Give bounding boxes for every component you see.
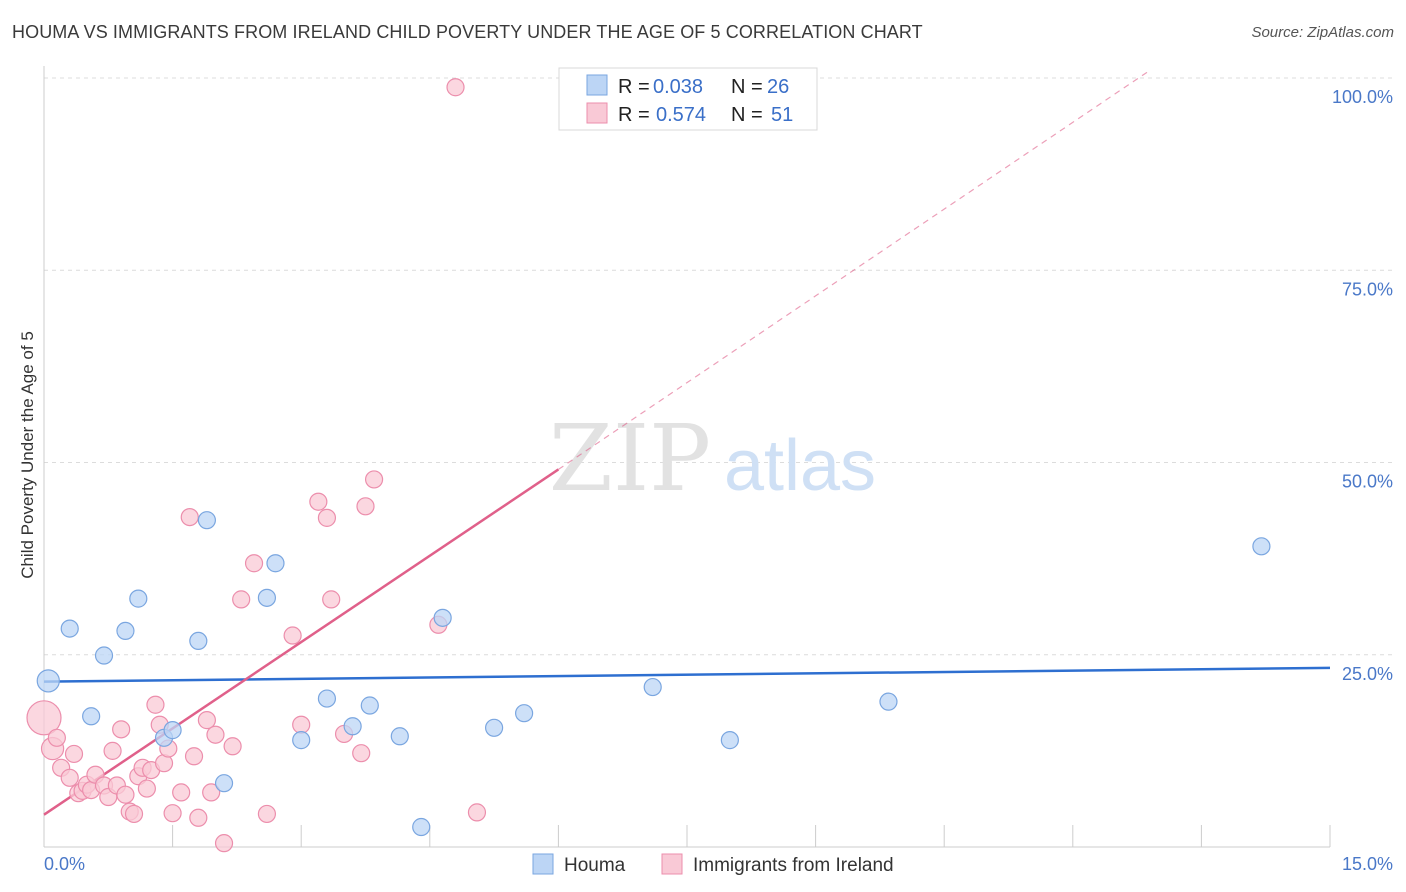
x-tick-label-max: 15.0% [1342, 854, 1393, 874]
legend-swatch-houma [586, 74, 608, 96]
point-houma-2 [82, 707, 101, 726]
legend-n-label-houma: N = [731, 76, 763, 98]
point-ireland-13 [103, 741, 122, 760]
point-houma-15 [343, 717, 362, 736]
point-houma-3 [94, 646, 114, 665]
bottom-legend-swatch-ireland [661, 853, 683, 875]
watermark: ZIP atlas [549, 405, 876, 512]
point-ireland-27 [163, 804, 182, 823]
point-ireland-48 [364, 470, 384, 489]
point-houma-8 [189, 631, 208, 651]
legend-top: R = 0.038 N = 26 R = 0.574 N = 51 [558, 67, 818, 131]
tick-labels: 25.0% 50.0% 75.0% 100.0% 0.0% 15.0% [44, 87, 1393, 874]
point-ireland-23 [146, 695, 165, 714]
point-ireland-29 [180, 507, 199, 527]
point-ireland-42 [309, 492, 328, 511]
point-houma-4 [116, 621, 135, 641]
legend-n-value-ireland: 51 [771, 104, 793, 126]
y-tick-label-0: 25.0% [1342, 664, 1393, 684]
point-ireland-39 [257, 804, 277, 824]
point-houma-22 [643, 677, 662, 697]
y-tick-label-3: 100.0% [1332, 87, 1393, 107]
point-houma-24 [879, 692, 898, 711]
point-ireland-21 [137, 779, 156, 798]
point-houma-17 [390, 727, 409, 746]
point-ireland-50 [446, 78, 465, 97]
legend-swatch-ireland [586, 102, 608, 124]
point-ireland-28 [172, 783, 191, 802]
y-axis-label: Child Poverty Under the Age of 5 [18, 331, 37, 579]
point-ireland-5 [64, 744, 84, 764]
point-houma-23 [720, 731, 739, 750]
point-ireland-30 [184, 747, 204, 766]
point-houma-16 [360, 696, 379, 715]
point-houma-0 [36, 669, 60, 693]
point-houma-14 [317, 689, 337, 708]
point-ireland-2 [47, 728, 66, 747]
point-ireland-31 [189, 808, 208, 827]
watermark-zip: ZIP [549, 405, 711, 512]
x-tick-label-min: 0.0% [44, 854, 85, 874]
point-houma-9 [197, 511, 216, 530]
bottom-legend-label-houma: Houma [564, 855, 626, 876]
point-ireland-47 [356, 497, 375, 516]
grid-lines [44, 77, 1392, 656]
point-houma-18 [412, 817, 431, 837]
bottom-legend-label-ireland: Immigrants from Ireland [693, 855, 894, 876]
point-ireland-34 [206, 725, 225, 744]
point-ireland-37 [232, 590, 251, 609]
point-ireland-18 [124, 804, 144, 824]
watermark-atlas: atlas [724, 426, 876, 506]
chart-title: HOUMA VS IMMIGRANTS FROM IRELAND CHILD P… [12, 22, 923, 42]
point-houma-5 [129, 589, 148, 608]
point-ireland-35 [214, 834, 234, 853]
trendline-houma [43, 666, 1331, 683]
legend-n-label-ireland: N = [731, 104, 763, 126]
legend-bottom: Houma Immigrants from Ireland [532, 853, 894, 876]
trendline-ireland-extension [558, 69, 1151, 470]
point-ireland-4 [60, 768, 79, 787]
point-houma-1 [60, 619, 79, 638]
point-ireland-33 [202, 783, 221, 802]
bottom-legend-swatch-houma [532, 853, 554, 875]
legend-r-label-houma: R = [618, 76, 650, 98]
chart-source: Source: ZipAtlas.com [1251, 24, 1394, 41]
point-houma-12 [266, 554, 285, 573]
point-ireland-46 [352, 744, 371, 763]
point-ireland-0 [26, 700, 62, 736]
point-houma-10 [214, 774, 234, 793]
point-houma-13 [292, 731, 311, 750]
y-tick-label-2: 75.0% [1342, 279, 1393, 299]
legend-r-label-ireland: R = [618, 104, 650, 126]
point-houma-7 [163, 721, 182, 740]
point-ireland-16 [116, 785, 135, 804]
point-ireland-40 [283, 626, 302, 645]
point-houma-21 [515, 704, 534, 723]
trendline-ireland [43, 468, 560, 816]
point-ireland-36 [223, 737, 242, 756]
point-ireland-15 [112, 720, 131, 739]
point-ireland-41 [292, 715, 311, 734]
point-ireland-51 [467, 803, 487, 822]
legend-r-value-houma: 0.038 [653, 76, 703, 98]
point-ireland-38 [244, 554, 264, 573]
point-ireland-43 [317, 508, 337, 527]
y-tick-label-1: 50.0% [1342, 472, 1393, 492]
legend-r-value-ireland: 0.574 [656, 104, 706, 126]
point-houma-20 [485, 718, 504, 737]
point-ireland-44 [322, 590, 341, 609]
point-houma-19 [433, 608, 452, 627]
legend-n-value-houma: 26 [767, 76, 789, 98]
point-houma-11 [257, 588, 277, 607]
trend-lines [43, 69, 1331, 816]
point-ireland-32 [197, 711, 216, 730]
point-houma-25 [1252, 537, 1271, 556]
data-points [26, 78, 1271, 853]
